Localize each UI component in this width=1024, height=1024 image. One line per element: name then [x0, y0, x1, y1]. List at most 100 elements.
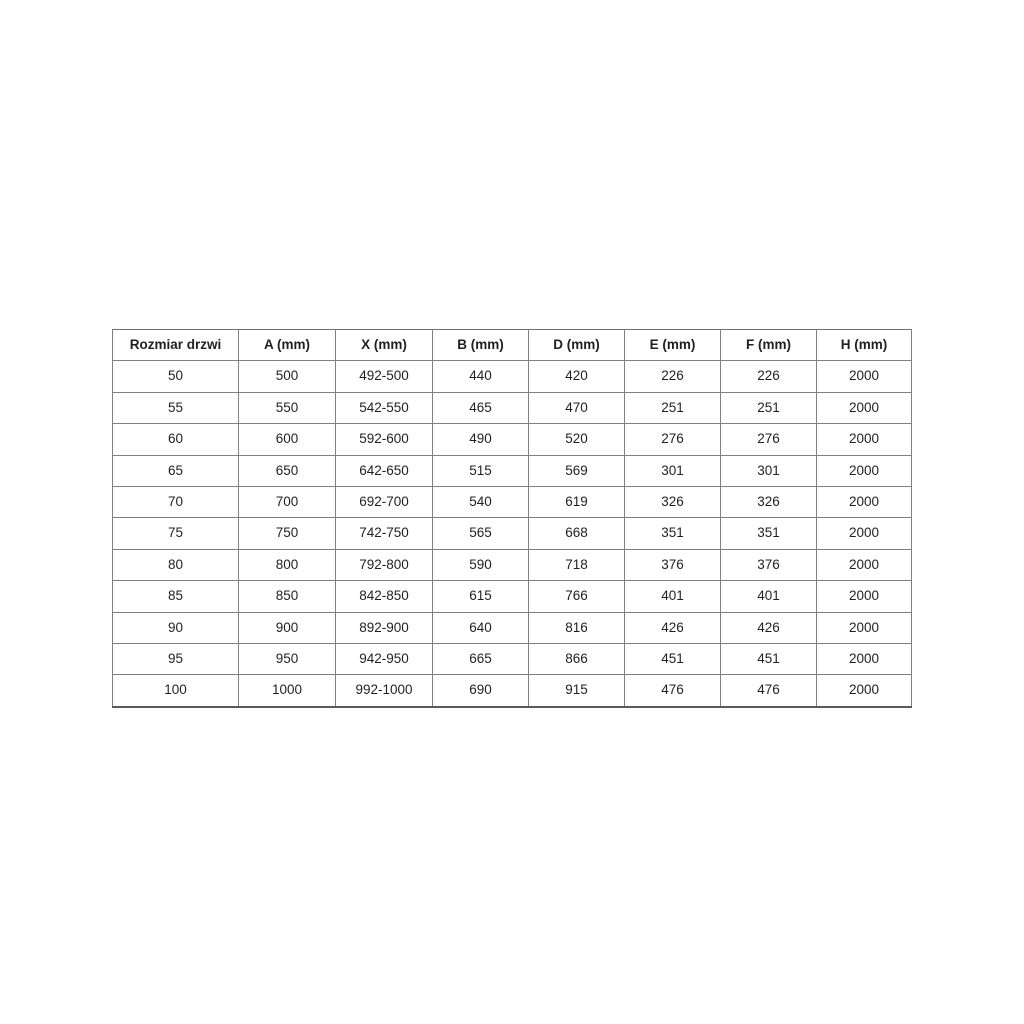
table-cell: 2000: [816, 391, 912, 425]
table-cell: 540: [432, 486, 529, 519]
table-cell: 226: [720, 360, 817, 393]
column-header-2: X (mm): [335, 328, 433, 362]
table-cell: 2000: [816, 360, 912, 393]
table-cell: 792-800: [335, 548, 433, 582]
table-cell: 2000: [816, 580, 912, 613]
table-cell: 2000: [816, 643, 912, 676]
table-cell: 515: [432, 454, 529, 488]
table-row: 90 900 892-900 640 816 426 426 2000: [112, 611, 912, 645]
table-cell: 426: [624, 611, 721, 645]
table-cell: 500: [238, 360, 336, 393]
table-cell: 619: [528, 486, 625, 519]
table-cell: 420: [528, 360, 625, 393]
table-cell: 842-850: [335, 580, 433, 613]
table-cell: 90: [112, 611, 239, 645]
table-cell: 55: [112, 391, 239, 425]
table-cell: 665: [432, 643, 529, 676]
table-cell: 668: [528, 517, 625, 550]
table-row: 100 1000 992-1000 690 915 476 476 2000: [112, 674, 912, 708]
table-cell: 2000: [816, 454, 912, 488]
column-header-3: B (mm): [432, 328, 529, 362]
table-cell: 592-600: [335, 423, 433, 456]
table-row: 70 700 692-700 540 619 326 326 2000: [112, 486, 912, 519]
table-cell: 251: [624, 391, 721, 425]
table-row: 60 600 592-600 490 520 276 276 2000: [112, 423, 912, 456]
table-cell: 640: [432, 611, 529, 645]
table-cell: 70: [112, 486, 239, 519]
table-cell: 600: [238, 423, 336, 456]
column-header-1: A (mm): [238, 328, 336, 362]
table-cell: 476: [624, 674, 721, 708]
table-cell: 226: [624, 360, 721, 393]
table-cell: 718: [528, 548, 625, 582]
table-cell: 426: [720, 611, 817, 645]
table-cell: 351: [624, 517, 721, 550]
table-cell: 476: [720, 674, 817, 708]
table-row: 65 650 642-650 515 569 301 301 2000: [112, 454, 912, 488]
table-cell: 950: [238, 643, 336, 676]
table-row: 80 800 792-800 590 718 376 376 2000: [112, 548, 912, 582]
table-cell: 690: [432, 674, 529, 708]
table-cell: 401: [720, 580, 817, 613]
column-header-4: D (mm): [528, 328, 625, 362]
table-cell: 800: [238, 548, 336, 582]
table-cell: 700: [238, 486, 336, 519]
table-cell: 301: [720, 454, 817, 488]
table-cell: 590: [432, 548, 529, 582]
table-cell: 2000: [816, 611, 912, 645]
table-cell: 401: [624, 580, 721, 613]
table-cell: 2000: [816, 423, 912, 456]
table-cell: 816: [528, 611, 625, 645]
table-cell: 465: [432, 391, 529, 425]
column-header-6: F (mm): [720, 328, 817, 362]
table-cell: 615: [432, 580, 529, 613]
table-header: Rozmiar drzwi A (mm) X (mm) B (mm) D (mm) E (…: [112, 328, 912, 362]
table-cell: 650: [238, 454, 336, 488]
table-cell: 376: [624, 548, 721, 582]
table-cell: 451: [624, 643, 721, 676]
table-cell: 915: [528, 674, 625, 708]
table-cell: 992-1000: [335, 674, 433, 708]
table-cell: 95: [112, 643, 239, 676]
table-cell: 100: [112, 674, 239, 708]
table-cell: 542-550: [335, 391, 433, 425]
table-cell: 642-650: [335, 454, 433, 488]
table-cell: 520: [528, 423, 625, 456]
table-cell: 75: [112, 517, 239, 550]
table-cell: 492-500: [335, 360, 433, 393]
table-cell: 251: [720, 391, 817, 425]
table-body: 50 500 492-500 440 420 226 226 2000 55 550 542-550…: [112, 360, 912, 708]
table-cell: 866: [528, 643, 625, 676]
column-header-7: H (mm): [816, 328, 912, 362]
table-cell: 276: [720, 423, 817, 456]
table-cell: 569: [528, 454, 625, 488]
table-cell: 2000: [816, 486, 912, 519]
table-cell: 750: [238, 517, 336, 550]
table-cell: 550: [238, 391, 336, 425]
table-cell: 451: [720, 643, 817, 676]
table-cell: 742-750: [335, 517, 433, 550]
table-cell: 65: [112, 454, 239, 488]
table-cell: 85: [112, 580, 239, 613]
table-cell: 326: [624, 486, 721, 519]
table-cell: 2000: [816, 548, 912, 582]
table-cell: 900: [238, 611, 336, 645]
table-cell: 565: [432, 517, 529, 550]
table-cell: 692-700: [335, 486, 433, 519]
table-header-row: Rozmiar drzwi A (mm) X (mm) B (mm) D (mm) E (…: [112, 328, 912, 362]
table-cell: 440: [432, 360, 529, 393]
column-header-0: Rozmiar drzwi: [112, 328, 239, 362]
table-cell: 766: [528, 580, 625, 613]
door-size-specification-table: Rozmiar drzwi A (mm) X (mm) B (mm) D (mm) E (…: [112, 328, 912, 708]
table-cell: 60: [112, 423, 239, 456]
table-row: 85 850 842-850 615 766 401 401 2000: [112, 580, 912, 613]
column-header-5: E (mm): [624, 328, 721, 362]
table-row: 55 550 542-550 465 470 251 251 2000: [112, 391, 912, 425]
table-cell: 892-900: [335, 611, 433, 645]
table-cell: 490: [432, 423, 529, 456]
specification-table-container: Rozmiar drzwi A (mm) X (mm) B (mm) D (mm) E (…: [112, 328, 912, 708]
table-row: 75 750 742-750 565 668 351 351 2000: [112, 517, 912, 550]
table-cell: 50: [112, 360, 239, 393]
table-cell: 351: [720, 517, 817, 550]
